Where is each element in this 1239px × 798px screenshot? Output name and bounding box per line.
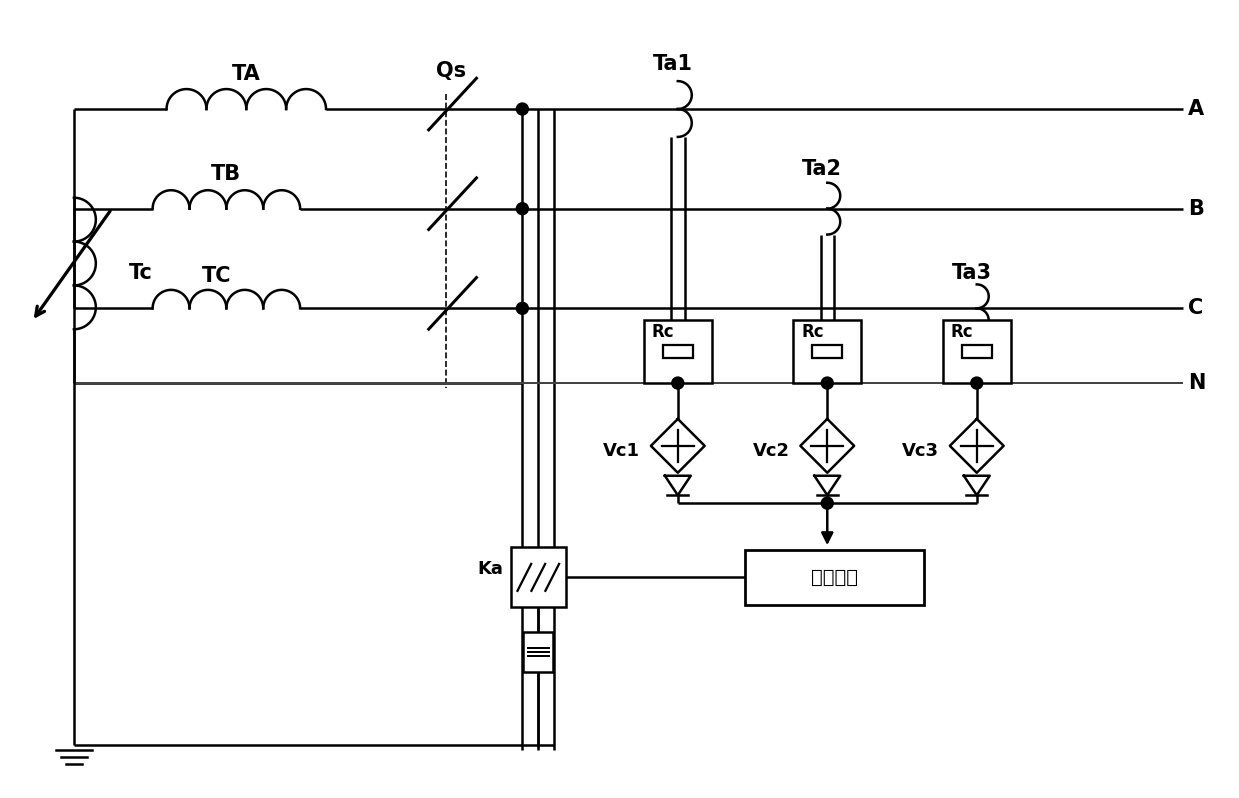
Text: Ta3: Ta3	[952, 263, 991, 283]
Circle shape	[971, 377, 983, 389]
Circle shape	[821, 377, 834, 389]
Circle shape	[821, 497, 834, 509]
Circle shape	[517, 302, 528, 314]
Bar	[793, 320, 861, 383]
Text: Vc2: Vc2	[752, 442, 789, 460]
Text: TA: TA	[232, 64, 260, 84]
Bar	[943, 320, 1011, 383]
Text: Ta2: Ta2	[803, 159, 843, 179]
Text: B: B	[1188, 199, 1204, 219]
Text: Ta1: Ta1	[653, 54, 693, 74]
Text: Rc: Rc	[802, 323, 824, 342]
Text: C: C	[1188, 298, 1203, 318]
Bar	[510, 547, 566, 607]
Circle shape	[517, 203, 528, 215]
Text: A: A	[1188, 99, 1204, 119]
Bar	[523, 632, 554, 672]
Bar	[745, 550, 924, 605]
Text: N: N	[1188, 373, 1206, 393]
Text: Qs: Qs	[436, 61, 466, 81]
Bar	[813, 346, 843, 358]
Text: Rc: Rc	[950, 323, 973, 342]
Circle shape	[517, 103, 528, 115]
Bar	[663, 346, 693, 358]
Bar	[961, 346, 991, 358]
Bar	[644, 320, 711, 383]
Text: Vc3: Vc3	[902, 442, 939, 460]
Text: TB: TB	[212, 164, 242, 184]
Text: Rc: Rc	[652, 323, 674, 342]
Text: Tc: Tc	[129, 263, 152, 283]
Circle shape	[672, 377, 684, 389]
Text: 保护电路: 保护电路	[810, 568, 857, 587]
Text: Ka: Ka	[477, 560, 503, 579]
Text: Vc1: Vc1	[603, 442, 639, 460]
Text: TC: TC	[202, 267, 232, 286]
